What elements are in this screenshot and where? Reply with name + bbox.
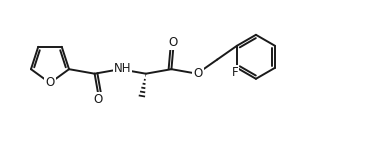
- Text: O: O: [45, 77, 55, 90]
- Text: O: O: [94, 93, 103, 106]
- Text: F: F: [232, 66, 238, 79]
- Text: NH: NH: [114, 62, 131, 75]
- Text: O: O: [194, 67, 203, 80]
- Text: O: O: [169, 36, 178, 49]
